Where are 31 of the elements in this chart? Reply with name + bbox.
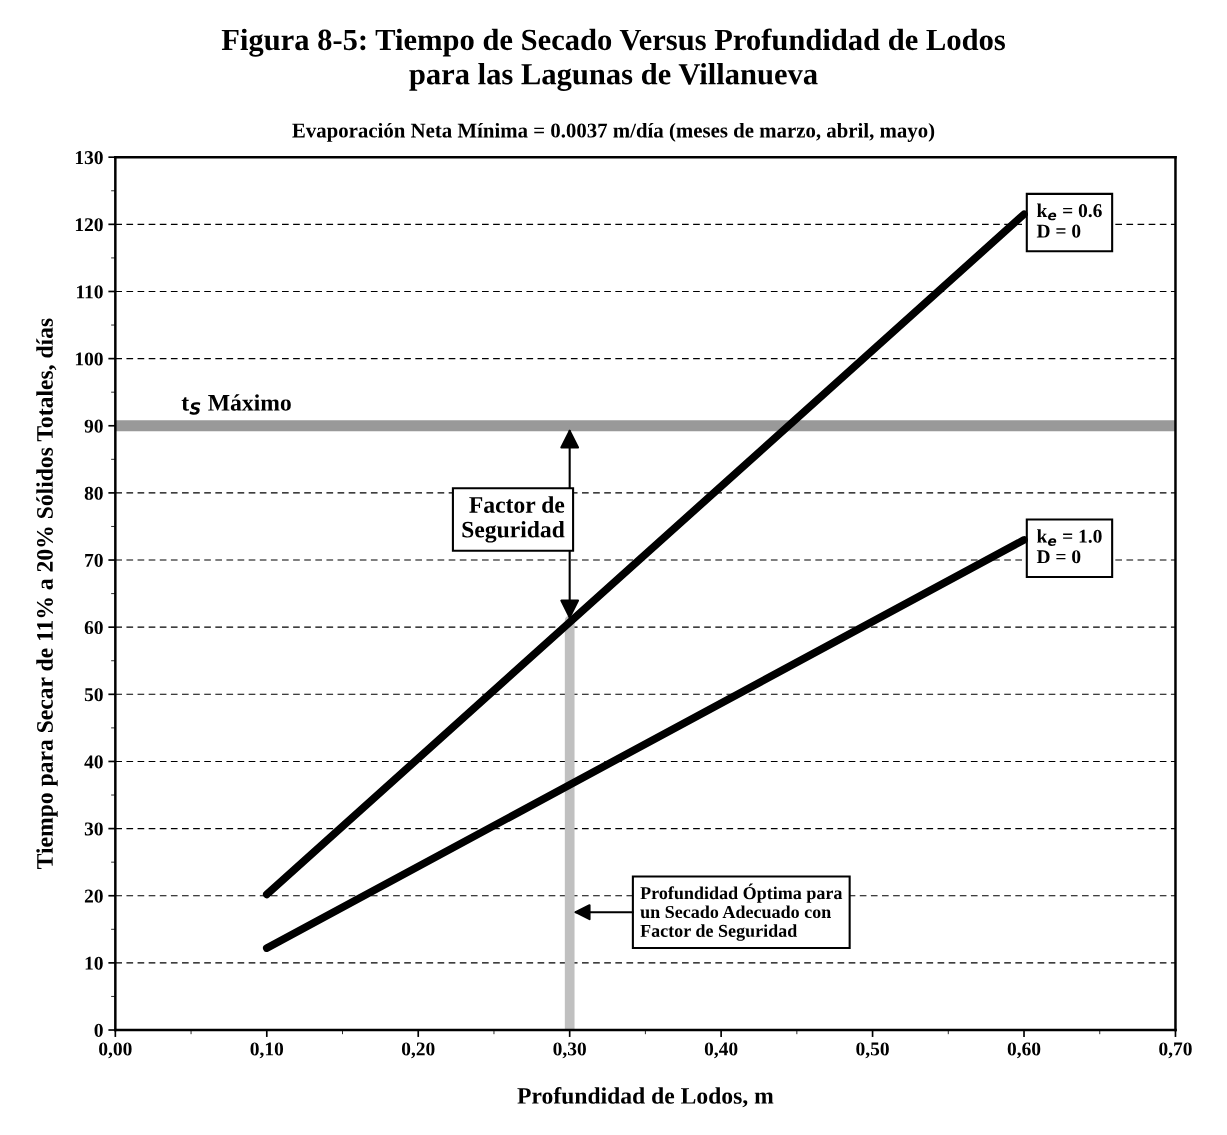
y-tick-label: 130 [75, 151, 103, 165]
x-tick-label: 0,40 [704, 1042, 738, 1059]
x-tick-label: 0,00 [99, 1042, 132, 1059]
x-tick-label: 0,10 [250, 1042, 284, 1059]
y-tick-label: 80 [84, 486, 103, 500]
y-tick-label: 10 [85, 956, 103, 970]
y-tick-label: 90 [84, 419, 103, 433]
x-tick-label: 0,30 [553, 1042, 586, 1059]
x-tick-label: 0,60 [1007, 1042, 1041, 1059]
y-tick-label: 0 [94, 1023, 103, 1037]
x-axis-title: Profundidad de Lodos, m [517, 1086, 774, 1108]
annotation: Profundidad Óptima para un Secado Adecuado con Factor de Seguridad [640, 883, 843, 941]
y-tick-label: 30 [84, 822, 103, 836]
x-tick-label: 0,70 [1159, 1042, 1192, 1059]
ref-line-label: t$_{S}$ Máximo [181, 394, 291, 415]
x-tick-label: 0,20 [401, 1042, 435, 1059]
y-tick-label: 100 [75, 352, 103, 366]
y-tick-label: 20 [84, 889, 103, 903]
y-tick-label: 60 [84, 620, 103, 635]
chart-title: Figura 8-5: Tiempo de Secado Versus Profundidad de Lodos para las Lagunas de Villanueva [221, 28, 1005, 91]
y-tick-label: 110 [76, 285, 103, 299]
y-tick-label: 50 [84, 688, 103, 702]
x-tick-label: 0,50 [856, 1042, 889, 1059]
y-axis-title: Tiempo para Secar de 11% a 20% Sólidos Totales, días [36, 318, 58, 869]
series-label: k$_{e}$ = 1.0 D = 0 [1036, 529, 1102, 564]
series-label: k$_{e}$ = 0.6 D = 0 [1036, 203, 1102, 238]
chart-subtitle: Evaporación Neta Mínima = 0.0037 m/día (meses de marzo, abril, mayo) [292, 122, 935, 142]
y-tick-label: 40 [84, 755, 103, 769]
y-tick-label: 120 [75, 218, 103, 232]
annotation: Factor de Seguridad [462, 496, 565, 543]
y-tick-label: 70 [85, 553, 103, 567]
